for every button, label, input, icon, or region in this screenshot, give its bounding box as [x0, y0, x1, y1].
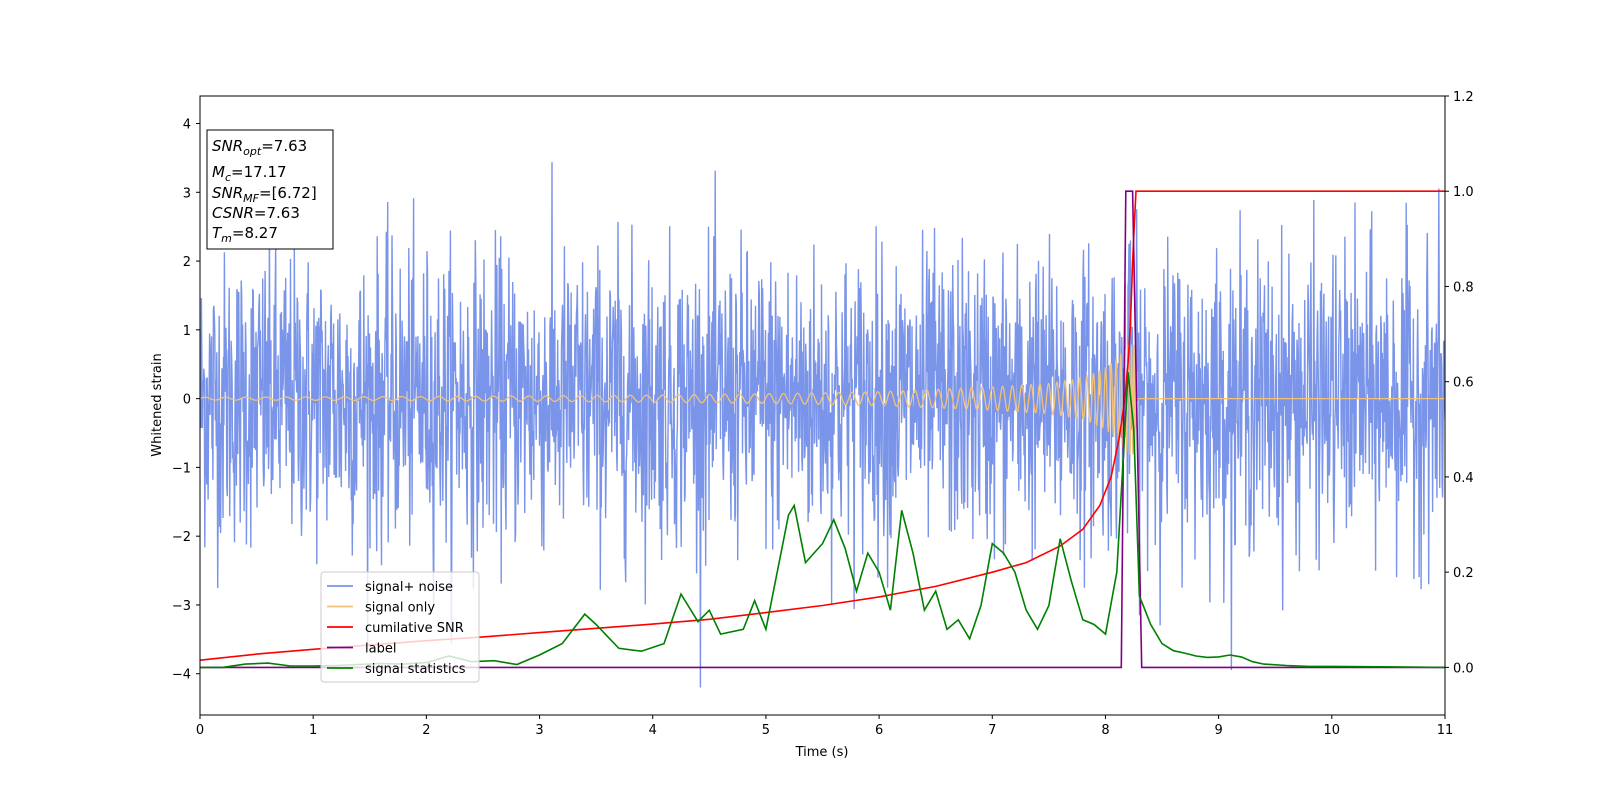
- y-right-tick-label: 0.0: [1453, 661, 1474, 676]
- y-left-tick-label: −2: [172, 530, 191, 545]
- series-label: [200, 190, 1445, 669]
- annotation-line: SNRopt=7.63: [212, 137, 307, 158]
- y-left-tick-label: −4: [172, 668, 191, 683]
- annotation-line: Tm=8.27: [212, 224, 278, 245]
- y-right-tick-label: 0.4: [1453, 471, 1474, 486]
- annotation-line: CSNR=7.63: [212, 204, 300, 222]
- annotation-subscript: c: [225, 171, 231, 184]
- annotation-line: Mc=17.17: [212, 163, 287, 184]
- annotation-symbol: T: [212, 224, 223, 242]
- x-axis-label: Time (s): [795, 745, 849, 760]
- y-left-tick-label: 1: [183, 324, 191, 339]
- series-signal-noise: [200, 162, 1445, 688]
- legend-entry: label: [365, 642, 396, 657]
- x-tick-label: 0: [196, 723, 204, 738]
- y-right-tick-label: 0.6: [1453, 376, 1474, 391]
- annotation-value: =7.63: [254, 204, 300, 222]
- legend-entry: cumilative SNR: [365, 621, 464, 636]
- annotation-line: SNRMF=[6.72]: [212, 184, 317, 205]
- annotation-subscript: opt: [243, 145, 262, 158]
- x-tick-label: 5: [762, 723, 770, 738]
- plot-frame: [199, 95, 1446, 716]
- annotation-frame: [206, 129, 334, 250]
- x-tick-label: 11: [1437, 723, 1454, 738]
- annotation-subscript: m: [221, 232, 232, 245]
- y-axis-right: 0.0 0.2 0.4 0.6 0.8 1.0 1.2: [1445, 90, 1474, 676]
- y-right-tick-label: 1.2: [1453, 90, 1474, 105]
- y-right-tick-label: 1.0: [1453, 185, 1474, 200]
- legend-frame: [320, 571, 480, 683]
- annotation-symbol: M: [212, 163, 225, 181]
- x-tick-label: 10: [1324, 723, 1341, 738]
- annotation-value: =7.63: [261, 137, 307, 155]
- y-right-tick-label: 0.8: [1453, 280, 1474, 295]
- annotation-symbol: SNR: [212, 137, 243, 155]
- y-left-tick-label: 2: [183, 255, 191, 270]
- y-axis-label: Whitened strain: [150, 353, 165, 456]
- x-tick-label: 6: [875, 723, 883, 738]
- y-left-tick-label: −3: [172, 599, 191, 614]
- x-axis: 0 1 2 3 4 5 6 7 8 9 10 11: [196, 715, 1453, 738]
- annotation-value: =17.17: [231, 163, 287, 181]
- x-tick-label: 9: [1214, 723, 1222, 738]
- annotation-box: SNRopt=7.63Mc=17.17SNRMF=[6.72]CSNR=7.63…: [206, 129, 334, 250]
- y-axis-left: −4 −3 −2 −1 0 1 2 3 4: [172, 118, 200, 683]
- y-left-tick-label: 4: [183, 118, 191, 133]
- x-tick-label: 2: [422, 723, 430, 738]
- x-tick-label: 4: [649, 723, 657, 738]
- series-signal-statistics: [200, 372, 1445, 669]
- y-right-tick-label: 0.2: [1453, 566, 1474, 581]
- annotation-value: =8.27: [232, 224, 278, 242]
- x-tick-label: 1: [309, 723, 317, 738]
- legend-entry: signal statistics: [365, 662, 466, 677]
- y-left-tick-label: 3: [183, 186, 191, 201]
- x-tick-label: 3: [535, 723, 543, 738]
- x-tick-label: 8: [1101, 723, 1109, 738]
- legend-entry: signal only: [365, 601, 435, 616]
- annotation-value: =[6.72]: [259, 184, 317, 202]
- y-left-tick-label: 0: [183, 393, 191, 408]
- annotation-subscript: MF: [243, 192, 259, 205]
- legend-entry: signal+ noise: [365, 580, 453, 595]
- annotation-symbol: CSNR: [212, 204, 254, 222]
- legend: signal+ noise signal only cumilative SNR la…: [320, 571, 480, 683]
- y-left-tick-label: −1: [172, 461, 191, 476]
- series-signal-only: [200, 341, 1445, 456]
- x-tick-label: 7: [988, 723, 996, 738]
- annotation-symbol: SNR: [212, 184, 243, 202]
